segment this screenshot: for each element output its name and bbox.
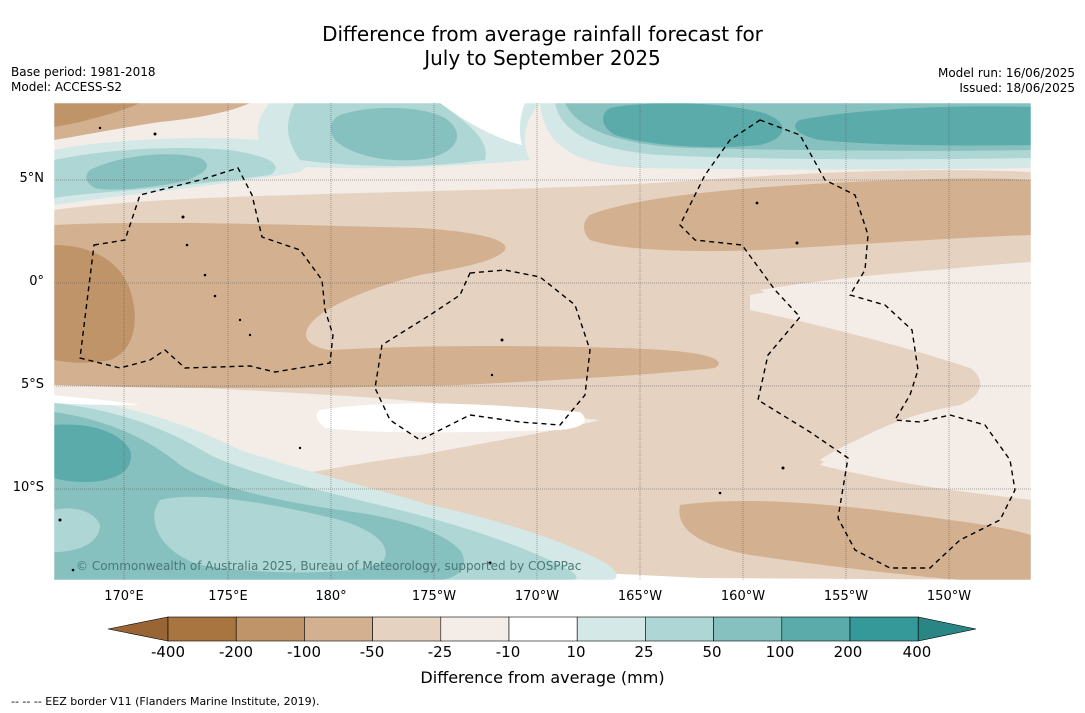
- map-plot-area: [54, 103, 1031, 580]
- model-name: Model: ACCESS-S2: [11, 80, 123, 94]
- lon-label: 175°E: [208, 589, 248, 604]
- lat-label: 10°S: [12, 480, 44, 495]
- lat-label: 5°N: [19, 171, 45, 186]
- colorbar-swatch: [372, 616, 442, 642]
- colorbar-tick-label: 10: [566, 643, 586, 661]
- lon-label: 160°W: [720, 589, 766, 604]
- eez-borders: [79, 119, 1016, 569]
- base-period: Base period: 1981-2018: [11, 65, 156, 79]
- graticule: [54, 103, 1031, 580]
- colorbar-tick-label: -10: [495, 643, 521, 661]
- colorbar-extend-high: [917, 616, 977, 642]
- colorbar-tick-label: 200: [833, 643, 863, 661]
- lon-label: 165°W: [617, 589, 663, 604]
- colorbar-tick-label: 100: [765, 643, 795, 661]
- colorbar: [107, 616, 977, 642]
- colorbar-swatch: [235, 616, 305, 642]
- colorbar-swatch: [508, 616, 578, 642]
- colorbar-swatch: [304, 616, 373, 642]
- map-title-line1: Difference from average rainfall forecas…: [322, 22, 763, 46]
- colorbar-swatch: [849, 616, 919, 642]
- lon-label: 170°W: [514, 589, 560, 604]
- colorbar-title: Difference from average (mm): [420, 668, 665, 687]
- colorbar-swatch: [576, 616, 646, 642]
- lon-label: 155°W: [823, 589, 869, 604]
- lon-label: 150°W: [926, 589, 972, 604]
- colorbar-tick-label: 25: [634, 643, 654, 661]
- colorbar-swatch: [440, 616, 510, 642]
- copyright-notice: © Commonwealth of Australia 2025, Bureau…: [76, 559, 582, 573]
- lat-label: 0°: [29, 274, 44, 289]
- map-title-line2: July to September 2025: [424, 46, 661, 70]
- issued-date: Issued: 18/06/2025: [959, 81, 1075, 95]
- colorbar-tick-label: 400: [902, 643, 932, 661]
- colorbar-swatch: [167, 616, 237, 642]
- lon-label: 175°W: [411, 589, 457, 604]
- model-run-date: Model run: 16/06/2025: [937, 66, 1075, 80]
- colorbar-swatch: [645, 616, 714, 642]
- colorbar-tick-label: 50: [702, 643, 722, 661]
- eez-footnote: -- -- -- EEZ border V11 (Flanders Marine…: [11, 695, 320, 708]
- colorbar-tick-label: -100: [286, 643, 322, 661]
- colorbar-swatch: [781, 616, 851, 642]
- colorbar-extend-low: [107, 616, 169, 642]
- colorbar-tick-label: -25: [427, 643, 453, 661]
- colorbar-tick-label: -400: [150, 643, 186, 661]
- colorbar-tick-label: -50: [359, 643, 385, 661]
- lon-label: 180°: [315, 589, 347, 604]
- lon-label: 170°E: [104, 589, 144, 604]
- colorbar-swatch: [713, 616, 783, 642]
- islands: [58, 126, 799, 572]
- colorbar-tick-label: -200: [218, 643, 254, 661]
- lat-label: 5°S: [20, 377, 44, 392]
